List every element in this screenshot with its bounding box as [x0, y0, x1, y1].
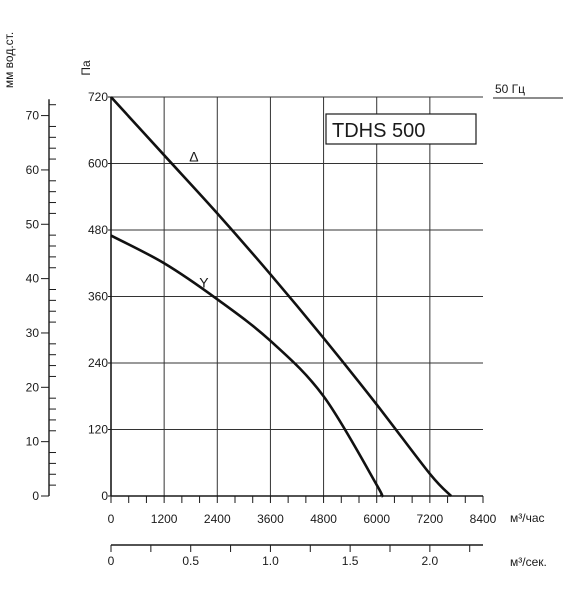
tick-label-pa: 120: [88, 423, 108, 437]
model-box: [325, 113, 477, 145]
axes: [48, 97, 483, 546]
tick-label-mm: 50: [26, 217, 40, 231]
tick-label-flow-s: 0.5: [182, 554, 199, 568]
tick-label-mm: 30: [26, 326, 40, 340]
y-axis-label-mm: мм вод.ст.: [2, 32, 16, 88]
tick-label-flow-h: 8400: [470, 512, 497, 526]
tick-label-flow-h: 1200: [151, 512, 178, 526]
tick-label-mm: 0: [32, 489, 39, 503]
tick-label-flow-s: 1.0: [262, 554, 279, 568]
frequency-label: 50 Гц: [495, 82, 525, 96]
tick-label-mm: 20: [26, 380, 40, 394]
tick-label-pa: 600: [88, 157, 108, 171]
tick-label-flow-h: 3600: [257, 512, 284, 526]
tick-label-flow-s: 1.5: [342, 554, 359, 568]
model-label: TDHS 500: [332, 120, 425, 142]
x-axis-label-flow-s: м³/сек.: [510, 555, 547, 569]
tick-label-mm: 40: [26, 272, 40, 286]
curves: ΔY: [110, 96, 453, 498]
labels: мм вод.ст. Па м³/час м³/сек. 50 Гц TDHS …: [2, 32, 563, 569]
tick-label-flow-s: 0: [108, 554, 115, 568]
tick-label-flow-h: 4800: [310, 512, 337, 526]
tick-label-pa: 240: [88, 356, 108, 370]
series-line-delta: [110, 96, 453, 497]
tick-label-flow-h: 6000: [363, 512, 390, 526]
tick-label-pa: 0: [101, 489, 108, 503]
series-label-y: Y: [199, 274, 209, 290]
tick-label-flow-h: 0: [108, 512, 115, 526]
tick-label-mm: 10: [26, 435, 40, 449]
tick-label-pa: 360: [88, 290, 108, 304]
tick-label-pa: 480: [88, 223, 108, 237]
series-line-y: [110, 234, 384, 498]
y-axis-label-pa: Па: [79, 60, 93, 76]
x-axis-label-flow-h: м³/час: [510, 511, 545, 525]
tick-label-flow-h: 7200: [417, 512, 444, 526]
tick-label-flow-h: 2400: [204, 512, 231, 526]
tick-label-mm: 70: [26, 109, 40, 123]
series-label-delta: Δ: [189, 149, 198, 165]
tick-label-pa: 720: [88, 90, 108, 104]
tick-label-mm: 60: [26, 163, 40, 177]
tick-label-flow-s: 2.0: [422, 554, 439, 568]
